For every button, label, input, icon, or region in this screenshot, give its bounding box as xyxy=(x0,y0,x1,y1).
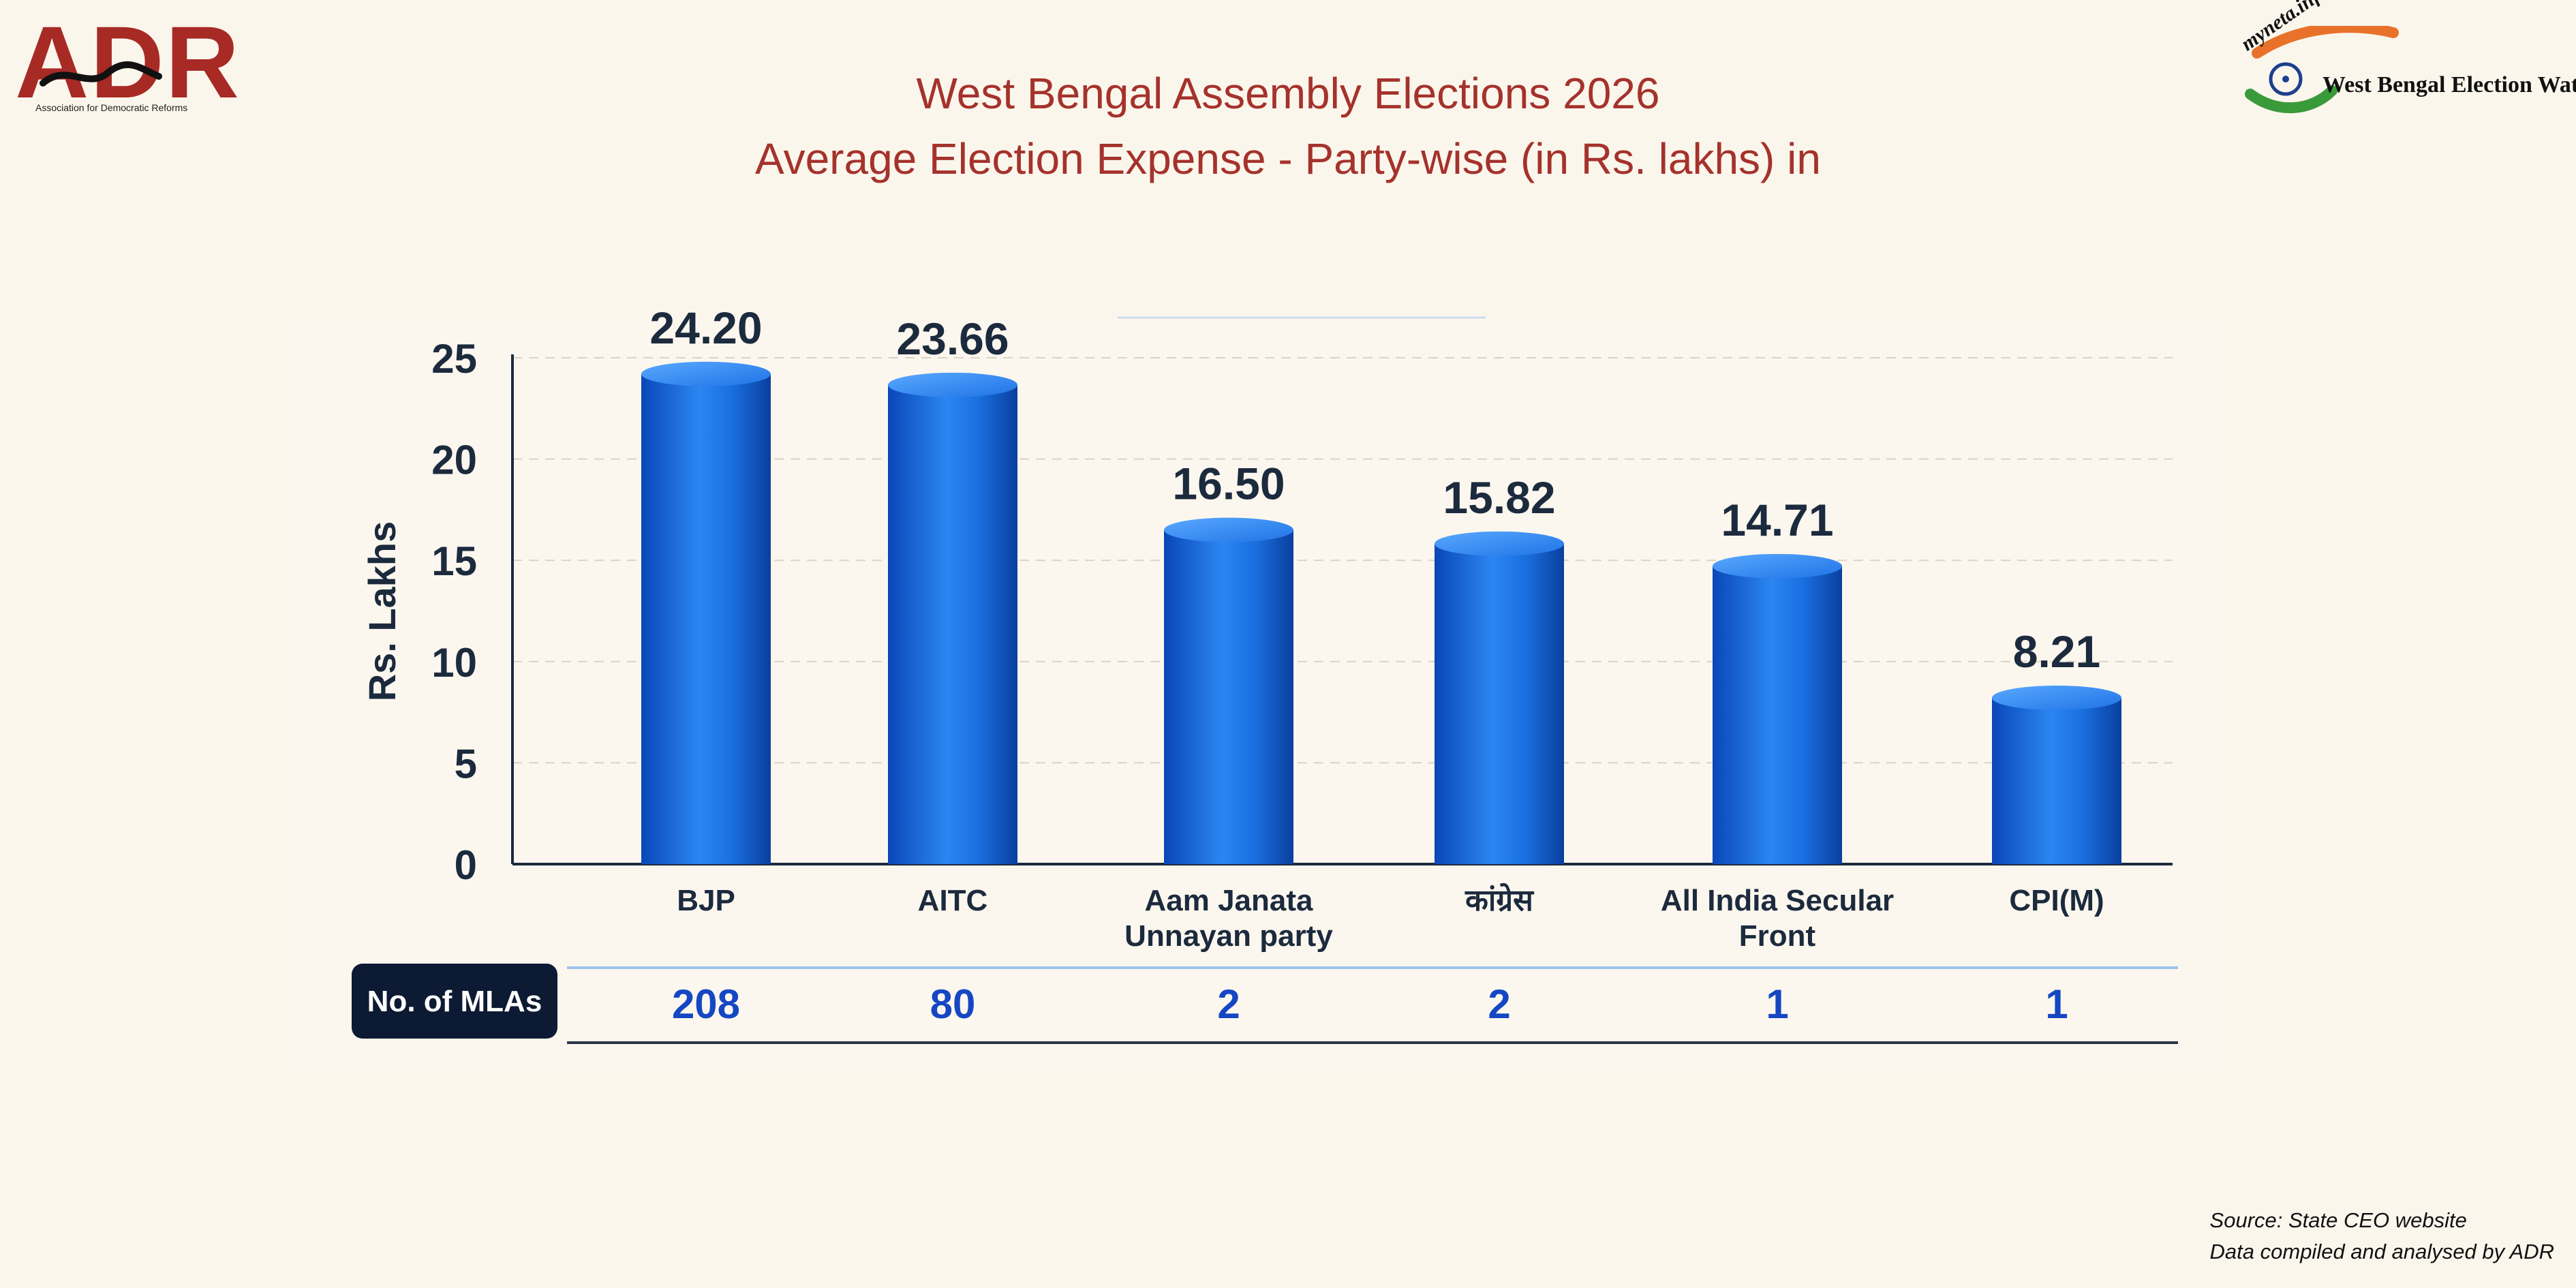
bar xyxy=(1164,530,1293,864)
bar-cap xyxy=(1713,553,1842,579)
x-tick-label: AITC xyxy=(918,884,988,917)
x-tick-label: All India Secular xyxy=(1661,884,1894,917)
y-tick-label: 5 xyxy=(455,741,477,786)
myneta-emblem xyxy=(2245,26,2399,113)
bar xyxy=(1713,566,1842,864)
data-label: 16.50 xyxy=(1172,459,1285,509)
data-label: 23.66 xyxy=(896,313,1009,364)
adr-logo-swoosh xyxy=(40,61,162,87)
myneta-logo: myneta.info West Bengal Election Watch xyxy=(2237,0,2576,114)
mla-count: 1 xyxy=(2045,981,2068,1027)
data-label: 24.20 xyxy=(649,303,762,353)
mla-count: 1 xyxy=(1766,981,1788,1027)
bar-cap xyxy=(1992,685,2121,710)
mla-count: 208 xyxy=(672,981,740,1027)
adr-logo: ADR Association for Democratic Reforms xyxy=(15,11,247,117)
y-tick-label: 25 xyxy=(431,336,477,382)
x-tick-label: कांग्रेस xyxy=(1465,883,1535,917)
data-label: 8.21 xyxy=(2013,626,2100,677)
bar xyxy=(1435,543,1564,864)
x-tick-label: Front xyxy=(1739,919,1816,953)
bar-cap xyxy=(641,361,771,386)
x-tick-label: BJP xyxy=(677,884,735,917)
source-line-1: Source: State CEO website xyxy=(2209,1208,2467,1232)
data-label: 14.71 xyxy=(1721,495,1833,545)
source-note: Source: State CEO website Data compiled … xyxy=(2210,1205,2554,1268)
table-row-label-box xyxy=(352,964,557,1039)
y-axis-label: Rs. Lakhs xyxy=(361,521,403,702)
bar-cap xyxy=(888,372,1017,397)
bar xyxy=(641,373,771,864)
x-tick-label: Unnayan party xyxy=(1124,919,1333,953)
bar-cap xyxy=(1435,531,1564,556)
y-tick-label: 10 xyxy=(431,640,477,686)
adr-logo-subtitle: Association for Democratic Reforms xyxy=(35,102,188,113)
myneta-logo-subtitle: West Bengal Election Watch xyxy=(2322,72,2576,97)
bar xyxy=(1992,697,2121,864)
y-tick-label: 15 xyxy=(431,538,477,584)
chart-title-line2: Average Election Expense - Party-wise (i… xyxy=(755,134,1821,183)
source-line-2: Data compiled and analysed by ADR xyxy=(2209,1240,2554,1263)
mla-count: 2 xyxy=(1217,981,1240,1027)
mla-count: 80 xyxy=(930,981,976,1027)
table-row-label: No. of MLAs xyxy=(367,985,542,1018)
chart-title-line1: West Bengal Assembly Elections 2026 xyxy=(916,69,1660,118)
bar-cap xyxy=(1164,517,1293,542)
data-label: 15.82 xyxy=(1443,472,1555,523)
bar xyxy=(888,384,1017,864)
y-tick-label: 0 xyxy=(455,842,477,888)
mla-count: 2 xyxy=(1488,981,1510,1027)
y-tick-label: 20 xyxy=(431,438,477,483)
x-tick-label: Aam Janata xyxy=(1144,884,1313,917)
x-tick-label: CPI(M) xyxy=(2009,884,2104,917)
